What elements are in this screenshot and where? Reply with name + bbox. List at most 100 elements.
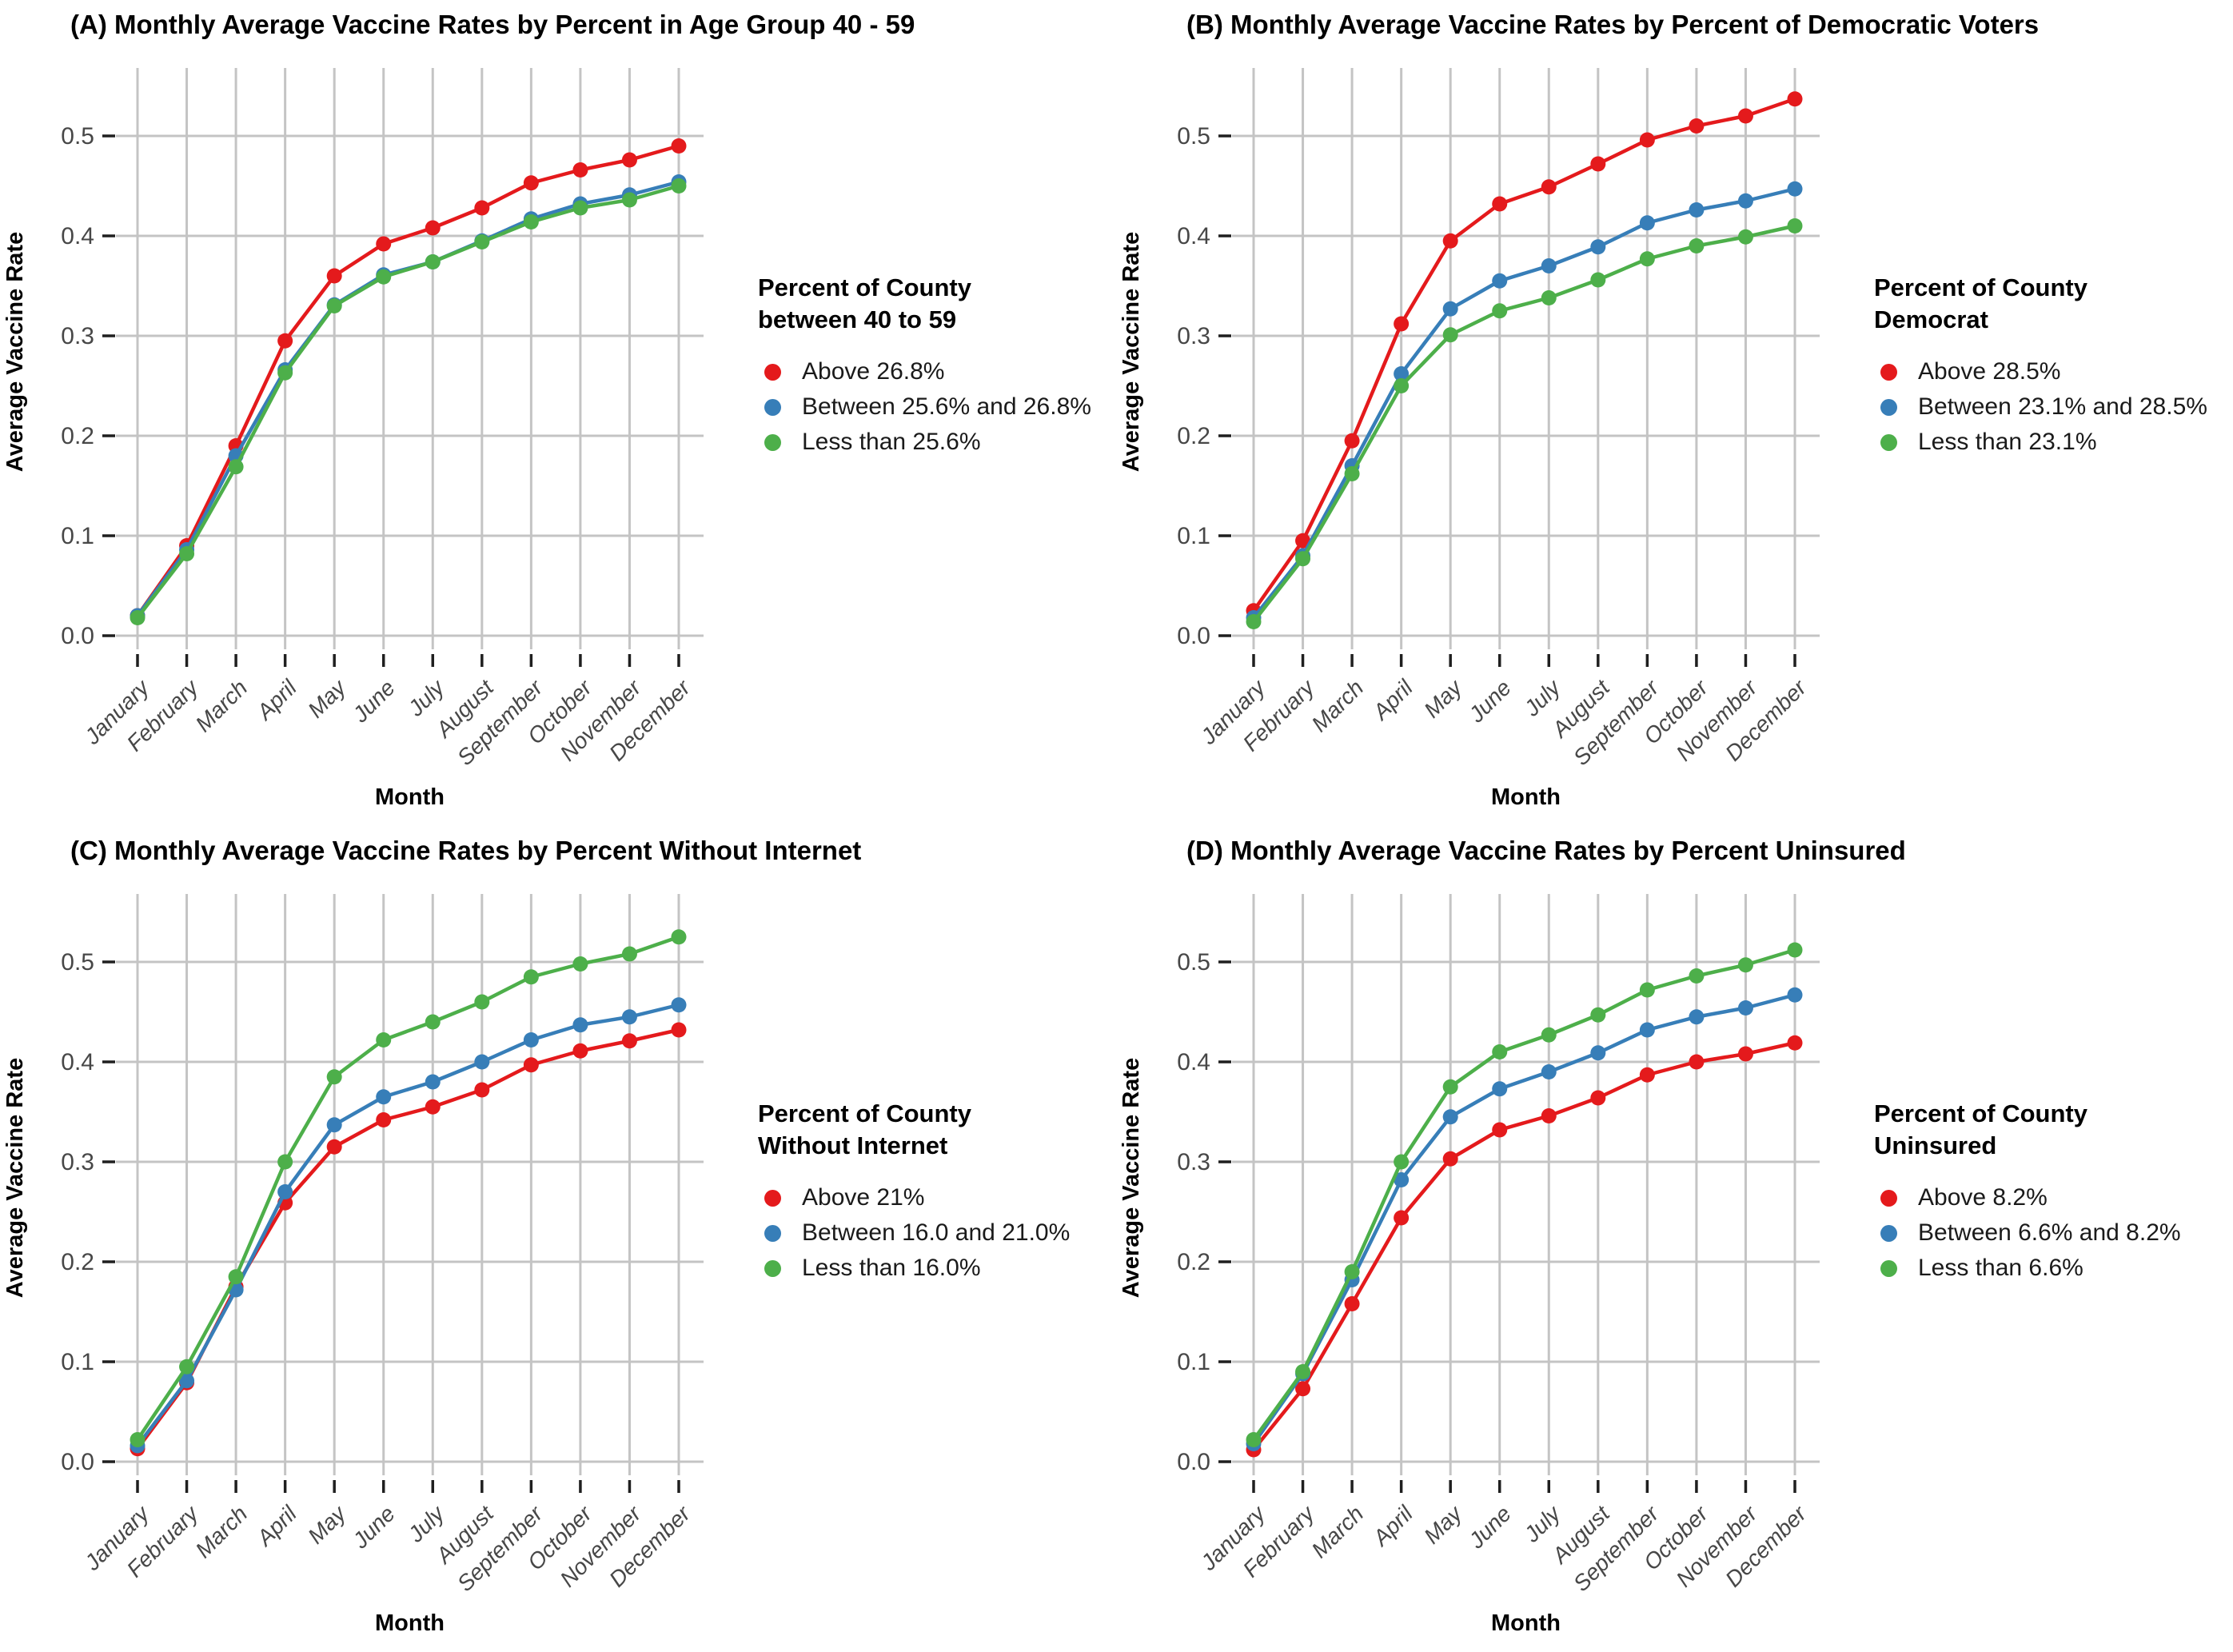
svg-text:0.0: 0.0 [61, 1449, 94, 1475]
svg-text:March: March [1306, 1501, 1368, 1562]
x-axis-ticks [1252, 654, 1796, 667]
x-axis-ticks [136, 1480, 680, 1493]
panel-c-legend: Percent of County Without Internet Above… [758, 1098, 1116, 1286]
legend-dot-red [1880, 1189, 1897, 1207]
svg-text:March: March [190, 1501, 252, 1562]
x-axis-ticks [136, 654, 680, 667]
legend-item: Above 21% [758, 1180, 1116, 1215]
y-tick-labels: 0.0 0.1 0.2 0.3 0.4 0.5 [1177, 123, 1210, 649]
series-line-green [135, 935, 681, 1442]
y-tick-labels: 0.0 0.1 0.2 0.3 0.4 0.5 [61, 949, 94, 1475]
svg-text:0.1: 0.1 [1177, 1349, 1210, 1375]
svg-text:0.0: 0.0 [1177, 1449, 1210, 1475]
svg-text:June: June [1463, 1501, 1516, 1554]
svg-text:0.1: 0.1 [61, 523, 94, 549]
legend-dot-red [764, 1189, 781, 1207]
y-axis-ticks [1218, 960, 1231, 1463]
series-points-blue [130, 997, 687, 1454]
legend-item-label: Between 6.6% and 8.2% [1918, 1219, 2181, 1247]
legend-item: Above 28.5% [1874, 354, 2233, 389]
svg-text:0.3: 0.3 [61, 1149, 94, 1175]
legend-item: Between 25.6% and 26.8% [758, 389, 1116, 425]
legend-title: Percent of County Uninsured [1874, 1099, 2087, 1159]
svg-text:0.2: 0.2 [61, 423, 94, 449]
y-tick-labels: 0.0 0.1 0.2 0.3 0.4 0.5 [1177, 949, 1210, 1475]
legend-dot-green [1880, 433, 1897, 451]
svg-text:May: May [303, 1500, 352, 1549]
series-line-green [1251, 224, 1797, 624]
legend-item-label: Above 21% [802, 1184, 925, 1211]
series-points-red [130, 138, 687, 624]
series-points-blue [1246, 181, 1803, 625]
series-points-red [130, 1022, 687, 1457]
legend-item: Between 23.1% and 28.5% [1874, 389, 2233, 425]
y-axis-ticks [102, 960, 115, 1463]
legend-item-label: Between 23.1% and 28.5% [1918, 393, 2207, 421]
series-line-red [135, 144, 681, 618]
svg-text:0.1: 0.1 [1177, 523, 1210, 549]
legend-title: Percent of County between 40 to 59 [758, 273, 971, 333]
svg-text:0.2: 0.2 [1177, 423, 1210, 449]
x-axis-title: Month [1491, 1610, 1561, 1636]
series-points-green [1246, 218, 1803, 629]
legend-dot-blue [1880, 1224, 1897, 1242]
svg-text:0.5: 0.5 [61, 949, 94, 976]
svg-text:0.2: 0.2 [1177, 1249, 1210, 1275]
legend-dot-green [764, 433, 781, 451]
legend-item-label: Less than 6.6% [1918, 1255, 2083, 1282]
panel-d-title: (D) Monthly Average Vaccine Rates by Per… [1186, 836, 1906, 865]
legend-dot-green [764, 1259, 781, 1277]
svg-text:0.3: 0.3 [1177, 323, 1210, 349]
x-gridlines [136, 68, 680, 649]
legend-item-label: Less than 16.0% [802, 1255, 981, 1282]
legend-dot-red [1880, 363, 1897, 381]
panel-a: (A) Monthly Average Vaccine Rates by Per… [0, 0, 1116, 826]
y-axis-title: Average Vaccine Rate [2, 232, 28, 472]
series-line-red [1251, 97, 1797, 613]
legend-item-label: Less than 25.6% [802, 429, 981, 456]
legend-item: Less than 25.6% [758, 425, 1116, 460]
legend-item: Between 16.0 and 21.0% [758, 1215, 1116, 1251]
legend-item: Less than 23.1% [1874, 425, 2233, 460]
series-points-red [1246, 91, 1803, 619]
legend-item-label: Above 28.5% [1918, 358, 2061, 385]
svg-text:0.5: 0.5 [1177, 949, 1210, 976]
y-tick-labels: 0.0 0.1 0.2 0.3 0.4 0.5 [61, 123, 94, 649]
svg-text:April: April [1367, 675, 1418, 725]
y-axis-title: Average Vaccine Rate [1118, 232, 1144, 472]
y-gridlines [116, 134, 704, 637]
panel-b-legend: Percent of County Democrat Above 28.5% B… [1874, 272, 2233, 460]
legend-dot-blue [1880, 398, 1897, 416]
svg-text:March: March [190, 675, 252, 736]
y-axis-ticks [102, 134, 115, 637]
legend-dot-green [1880, 1259, 1897, 1277]
legend-item: Between 6.6% and 8.2% [1874, 1215, 2233, 1251]
svg-text:0.5: 0.5 [61, 123, 94, 150]
svg-text:March: March [1306, 675, 1368, 736]
y-gridlines [1232, 960, 1820, 1463]
panel-d-legend: Percent of County Uninsured Above 8.2% B… [1874, 1098, 2233, 1286]
y-gridlines [1232, 134, 1820, 637]
panel-a-title: (A) Monthly Average Vaccine Rates by Per… [70, 10, 915, 39]
legend-item-label: Between 25.6% and 26.8% [802, 393, 1091, 421]
panel-a-legend: Percent of County between 40 to 59 Above… [758, 272, 1116, 460]
legend-item: Above 8.2% [1874, 1180, 2233, 1215]
series-line-blue [1251, 993, 1797, 1446]
x-gridlines [136, 894, 680, 1475]
legend-dot-red [764, 363, 781, 381]
panel-c-title: (C) Monthly Average Vaccine Rates by Per… [70, 836, 862, 865]
y-gridlines [116, 960, 704, 1463]
y-axis-title: Average Vaccine Rate [1118, 1058, 1144, 1298]
svg-text:June: June [1463, 675, 1516, 728]
x-axis-title: Month [375, 1610, 445, 1636]
panel-b: (B) Monthly Average Vaccine Rates by Per… [1116, 0, 2233, 826]
svg-text:0.4: 0.4 [61, 1049, 94, 1075]
svg-text:June: June [347, 1501, 400, 1554]
legend-item-label: Less than 23.1% [1918, 429, 2097, 456]
